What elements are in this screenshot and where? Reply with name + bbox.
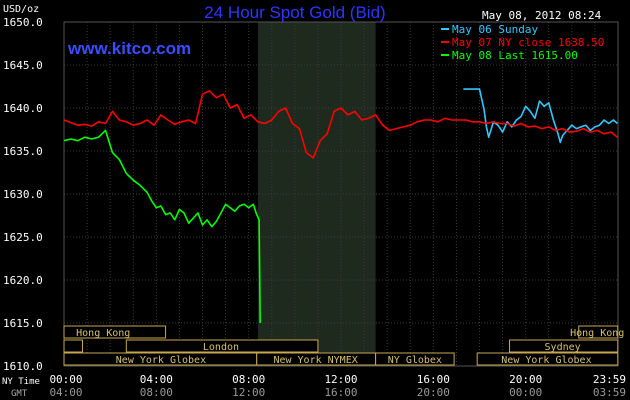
- x-tick-label-gmt: 08:00: [140, 386, 173, 399]
- session-label: NY Globex: [388, 355, 442, 366]
- session-bar: [63, 325, 167, 339]
- session-label: New York Globex: [501, 355, 591, 366]
- y-axis-label: USD/oz: [3, 4, 39, 15]
- x-tick-label-ny: 16:00: [417, 373, 450, 386]
- y-tick-label: 1645.0: [3, 59, 43, 72]
- x-tick-label-ny: 12:00: [324, 373, 357, 386]
- series-line-3: [63, 129, 261, 324]
- x-tick-label-ny: 00:00: [49, 373, 82, 386]
- timestamp: May 08, 2012 08:24: [482, 9, 602, 22]
- plot-frame: [63, 21, 619, 367]
- y-tick-label: 1625.0: [3, 231, 43, 244]
- x-tick-label-gmt: 00:00: [509, 386, 542, 399]
- x-axis-label-ny: NY Time: [2, 377, 40, 387]
- legend: May 06 Sunday May 07 NY close 1638.50 Ma…: [441, 23, 604, 62]
- session-bar: [125, 339, 319, 353]
- x-tick-labels: 00:0004:0004:0008:0008:0012:0012:0016:00…: [49, 373, 626, 399]
- session-label: New York Globex: [116, 355, 206, 366]
- x-tick-label-ny: 04:00: [140, 373, 173, 386]
- y-tick-label: 1615.0: [3, 317, 43, 330]
- session-bar: [578, 325, 619, 339]
- session-label: New York NYMEX: [273, 355, 357, 366]
- session-label: Hong Kong: [570, 328, 624, 339]
- session-bars: Hong Kong Hong Kong London Sydney New York G…: [63, 325, 624, 366]
- x-tick-label-gmt: 12:00: [232, 386, 265, 399]
- session-label: London: [203, 342, 239, 353]
- y-tick-labels: 1610.0 1615.0 1620.0 1625.0 1630.0 1635.0 1640…: [3, 16, 43, 373]
- session-label: Sydney: [545, 342, 581, 353]
- session-bar: [476, 352, 619, 366]
- session-bar: [375, 352, 455, 366]
- legend-entry-3: May 08 Last 1615.00: [452, 49, 578, 62]
- series-line-1: [463, 88, 619, 144]
- chart-title: 24 Hour Spot Gold (Bid): [204, 3, 385, 22]
- y-tick-label: 1635.0: [3, 145, 43, 158]
- session-bar: [509, 339, 619, 353]
- x-tick-label-ny: 20:00: [509, 373, 542, 386]
- x-tick-label-ny: 08:00: [232, 373, 265, 386]
- y-tick-label: 1630.0: [3, 188, 43, 201]
- x-tick-label-gmt: 16:00: [324, 386, 357, 399]
- x-tick-label-gmt: 03:59: [593, 386, 626, 399]
- x-tick-label-gmt: 20:00: [417, 386, 450, 399]
- legend-entry-2: May 07 NY close 1638.50: [452, 36, 604, 49]
- grid-lines: [63, 21, 619, 367]
- watermark: www.kitco.com: [67, 39, 191, 58]
- series-line-2: [63, 90, 618, 159]
- y-tick-label: 1640.0: [3, 102, 43, 115]
- series-lines: [63, 88, 619, 324]
- y-tick-label: 1610.0: [3, 360, 43, 373]
- x-tick-label-gmt: 04:00: [49, 386, 82, 399]
- x-axis-label-gmt: GMT: [11, 389, 28, 399]
- session-label: Hong Kong: [76, 328, 130, 339]
- y-tick-label: 1620.0: [3, 274, 43, 287]
- x-tick-label-ny: 23:59: [593, 373, 626, 386]
- legend-entry-1: May 06 Sunday: [452, 23, 538, 36]
- y-tick-label: 1650.0: [3, 16, 43, 29]
- session-bar: [63, 339, 83, 353]
